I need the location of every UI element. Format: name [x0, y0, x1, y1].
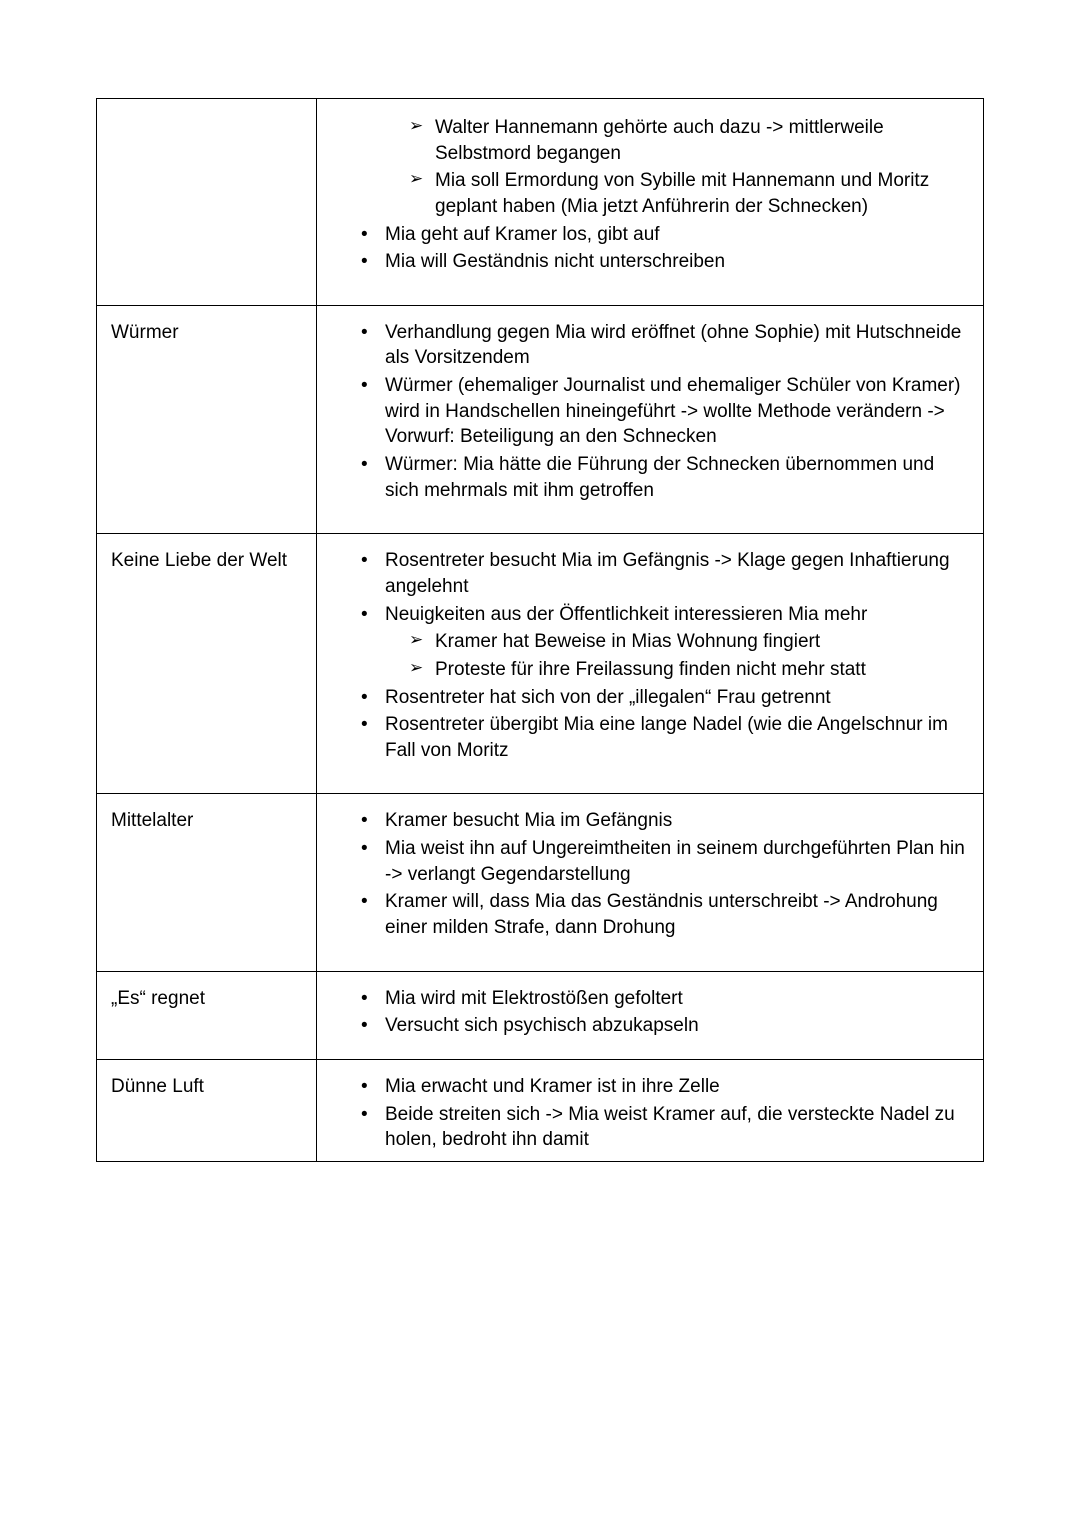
chapter-title-cell: Dünne Luft: [97, 1059, 317, 1161]
table-row: Walter Hannemann gehörte auch dazu -> mi…: [97, 99, 984, 306]
bullet-list: Rosentreter besucht Mia im Gefängnis -> …: [331, 548, 969, 627]
bullet-item: Verhandlung gegen Mia wird eröffnet (ohn…: [331, 320, 969, 371]
table-row: Würmer Verhandlung gegen Mia wird eröffn…: [97, 305, 984, 533]
chapter-title-cell: Keine Liebe der Welt: [97, 534, 317, 794]
bullet-list: Mia wird mit Elektrostößen gefoltert Ver…: [331, 986, 969, 1039]
bullet-list: Rosentreter hat sich von der „illegalen“…: [331, 685, 969, 764]
notes-cell: Rosentreter besucht Mia im Gefängnis -> …: [317, 534, 984, 794]
table-row: Dünne Luft Mia erwacht und Kramer ist in…: [97, 1059, 984, 1161]
notes-cell: Mia erwacht und Kramer ist in ihre Zelle…: [317, 1059, 984, 1161]
bullet-item: Mia geht auf Kramer los, gibt auf: [331, 222, 969, 248]
bullet-item: Mia wird mit Elektrostößen gefoltert: [331, 986, 969, 1012]
document-page: Walter Hannemann gehörte auch dazu -> mi…: [0, 0, 1080, 1527]
chapter-title-cell: Mittelalter: [97, 794, 317, 971]
arrow-item: Proteste für ihre Freilassung finden nic…: [331, 657, 969, 683]
bullet-item: Mia weist ihn auf Ungereimtheiten in sei…: [331, 836, 969, 887]
bullet-item: Würmer (ehemaliger Journalist und ehemal…: [331, 373, 969, 450]
chapter-title-cell: Würmer: [97, 305, 317, 533]
arrow-list: Walter Hannemann gehörte auch dazu -> mi…: [331, 115, 969, 220]
bullet-list: Mia erwacht und Kramer ist in ihre Zelle…: [331, 1074, 969, 1153]
bullet-item: Beide streiten sich -> Mia weist Kramer …: [331, 1102, 969, 1153]
notes-cell: Walter Hannemann gehörte auch dazu -> mi…: [317, 99, 984, 306]
bullet-list: Kramer besucht Mia im Gefängnis Mia weis…: [331, 808, 969, 940]
bullet-item: Versucht sich psychisch abzukapseln: [331, 1013, 969, 1039]
chapter-title: Würmer: [111, 322, 179, 343]
notes-cell: Kramer besucht Mia im Gefängnis Mia weis…: [317, 794, 984, 971]
chapter-title-cell: „Es“ regnet: [97, 971, 317, 1059]
bullet-item: Kramer besucht Mia im Gefängnis: [331, 808, 969, 834]
bullet-item: Mia erwacht und Kramer ist in ihre Zelle: [331, 1074, 969, 1100]
summary-table: Walter Hannemann gehörte auch dazu -> mi…: [96, 98, 984, 1162]
table-row: Mittelalter Kramer besucht Mia im Gefäng…: [97, 794, 984, 971]
arrow-item: Mia soll Ermordung von Sybille mit Hanne…: [331, 168, 969, 219]
notes-cell: Verhandlung gegen Mia wird eröffnet (ohn…: [317, 305, 984, 533]
bullet-item: Rosentreter übergibt Mia eine lange Nade…: [331, 712, 969, 763]
bullet-item: Rosentreter hat sich von der „illegalen“…: [331, 685, 969, 711]
table-row: Keine Liebe der Welt Rosentreter besucht…: [97, 534, 984, 794]
arrow-item: Walter Hannemann gehörte auch dazu -> mi…: [331, 115, 969, 166]
bullet-item: Mia will Geständnis nicht unterschreiben: [331, 249, 969, 275]
bullet-list: Verhandlung gegen Mia wird eröffnet (ohn…: [331, 320, 969, 503]
chapter-title: „Es“ regnet: [111, 988, 205, 1009]
bullet-item: Würmer: Mia hätte die Führung der Schnec…: [331, 452, 969, 503]
table-row: „Es“ regnet Mia wird mit Elektrostößen g…: [97, 971, 984, 1059]
chapter-title: Keine Liebe der Welt: [111, 550, 287, 571]
bullet-item: Neuigkeiten aus der Öffentlichkeit inter…: [331, 602, 969, 628]
notes-cell: Mia wird mit Elektrostößen gefoltert Ver…: [317, 971, 984, 1059]
bullet-item: Rosentreter besucht Mia im Gefängnis -> …: [331, 548, 969, 599]
arrow-item: Kramer hat Beweise in Mias Wohnung fingi…: [331, 629, 969, 655]
chapter-title: Mittelalter: [111, 810, 193, 831]
arrow-list: Kramer hat Beweise in Mias Wohnung fingi…: [331, 629, 969, 682]
chapter-title: Dünne Luft: [111, 1076, 204, 1097]
chapter-title-cell: [97, 99, 317, 306]
bullet-item: Kramer will, dass Mia das Geständnis unt…: [331, 889, 969, 940]
bullet-list: Mia geht auf Kramer los, gibt auf Mia wi…: [331, 222, 969, 275]
